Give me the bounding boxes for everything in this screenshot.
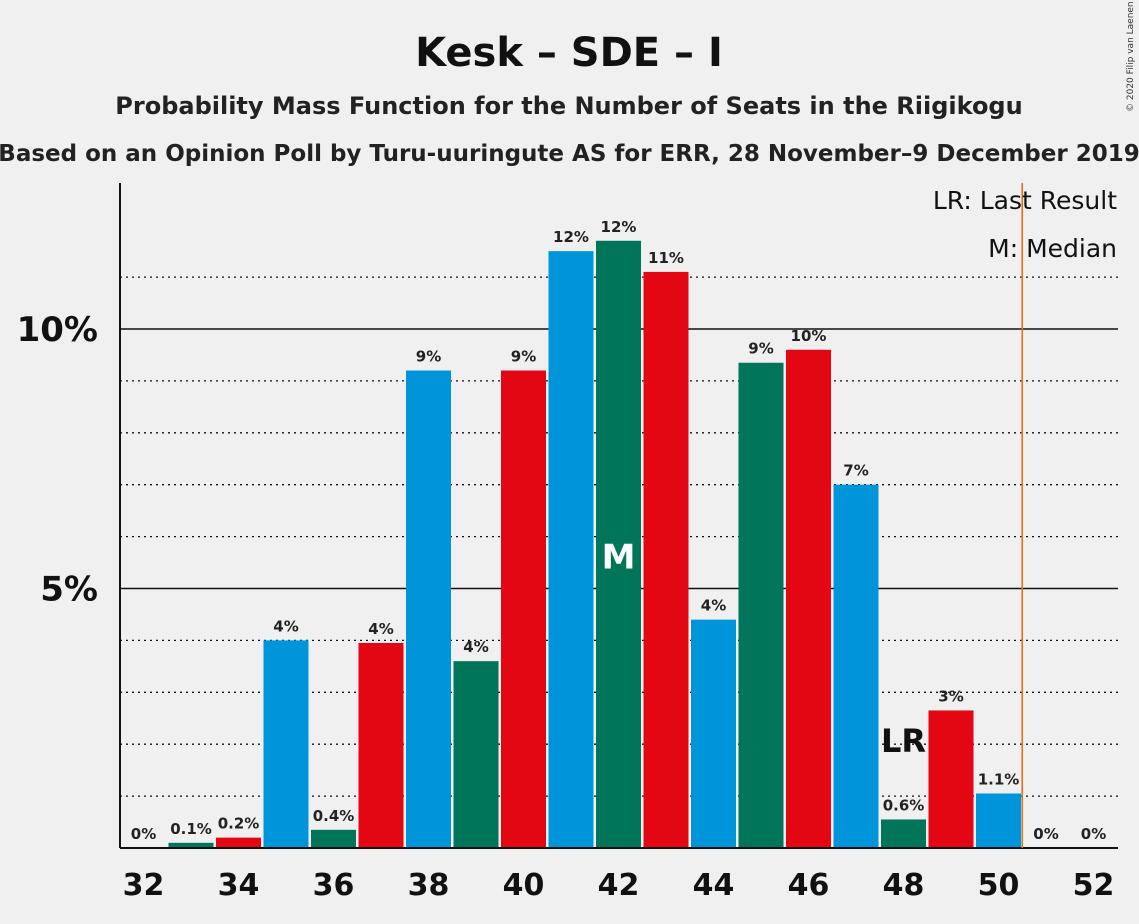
bar-label-39: 4% <box>463 638 488 656</box>
bar-label-33: 0.1% <box>170 820 212 838</box>
bar-seat-42 <box>596 240 641 848</box>
bar-label-50: 1.1% <box>978 771 1020 789</box>
x-tick-40: 40 <box>503 868 545 903</box>
bar-label-35: 4% <box>273 617 298 635</box>
axes <box>119 183 1118 849</box>
bar-label-38: 9% <box>416 348 441 366</box>
bar-label-43: 11% <box>648 249 684 267</box>
x-tick-46: 46 <box>788 868 830 903</box>
bar-seat-38 <box>406 370 451 848</box>
y-tick-10: 10% <box>17 310 98 350</box>
bar-label-47: 7% <box>843 462 868 480</box>
bar-seat-44 <box>691 619 736 848</box>
y-tick-5: 5% <box>40 570 98 610</box>
bar-seat-45 <box>738 362 784 848</box>
bar-labels: 0% 0.1% 0.2% 4% 0.4% 4% 9% 4% 9% 12% 12% 11% 4% 9% 10%… <box>131 218 1106 843</box>
bar-seat-49 <box>928 710 974 848</box>
bar-seat-39 <box>453 661 499 848</box>
bar-label-41: 12% <box>553 228 589 246</box>
bar-seat-34 <box>216 837 261 848</box>
bar-label-36: 0.4% <box>313 807 355 825</box>
x-tick-36: 36 <box>313 868 355 903</box>
bar-label-51: 0% <box>1033 825 1058 843</box>
bar-seat-43 <box>643 271 689 848</box>
x-tick-44: 44 <box>693 868 735 903</box>
chart-title: Kesk – SDE – I <box>415 30 723 76</box>
bar-seat-50 <box>976 793 1021 848</box>
x-tick-42: 42 <box>598 868 640 903</box>
bar-label-34: 0.2% <box>218 815 260 833</box>
bar-label-44: 4% <box>701 597 726 615</box>
x-tick-34: 34 <box>218 868 260 903</box>
bar-label-52: 0% <box>1081 825 1106 843</box>
bar-seat-35 <box>263 640 309 848</box>
chart-subtitle: Probability Mass Function for the Number… <box>115 92 1022 120</box>
x-tick-32: 32 <box>123 868 165 903</box>
bar-seat-46 <box>786 349 831 848</box>
copyright-note: © 2020 Filip van Laenen <box>1126 1 1136 112</box>
median-marker: M <box>602 538 636 578</box>
x-tick-38: 38 <box>408 868 450 903</box>
bars <box>168 240 1021 848</box>
y-ticks: 5% 10% <box>17 310 98 610</box>
bar-seat-40 <box>501 370 546 848</box>
bar-label-37: 4% <box>368 620 393 638</box>
x-tick-50: 50 <box>978 868 1020 903</box>
bar-label-45: 9% <box>748 340 773 358</box>
x-ticks: 32 34 36 38 40 42 44 46 48 50 52 <box>123 868 1115 903</box>
x-tick-48: 48 <box>883 868 925 903</box>
bar-label-42: 12% <box>601 218 637 236</box>
legend-last-result: LR: Last Result <box>933 186 1117 215</box>
bar-seat-41 <box>548 251 594 848</box>
bar-label-32: 0% <box>131 825 156 843</box>
bar-seat-36 <box>311 829 356 848</box>
chart-source: Based on an Opinion Poll by Turu-uuringu… <box>0 141 1139 167</box>
bar-seat-37 <box>358 642 404 848</box>
bar-label-49: 3% <box>938 687 963 705</box>
bar-label-40: 9% <box>511 348 536 366</box>
bar-seat-48 <box>881 819 926 848</box>
bar-label-48: 0.6% <box>883 796 925 814</box>
bar-label-46: 10% <box>791 327 827 345</box>
last-result-marker: LR <box>881 722 926 760</box>
bar-seat-47 <box>833 484 879 848</box>
x-tick-52: 52 <box>1073 868 1115 903</box>
bar-seat-33 <box>168 842 214 848</box>
legend-median: M: Median <box>988 234 1117 263</box>
